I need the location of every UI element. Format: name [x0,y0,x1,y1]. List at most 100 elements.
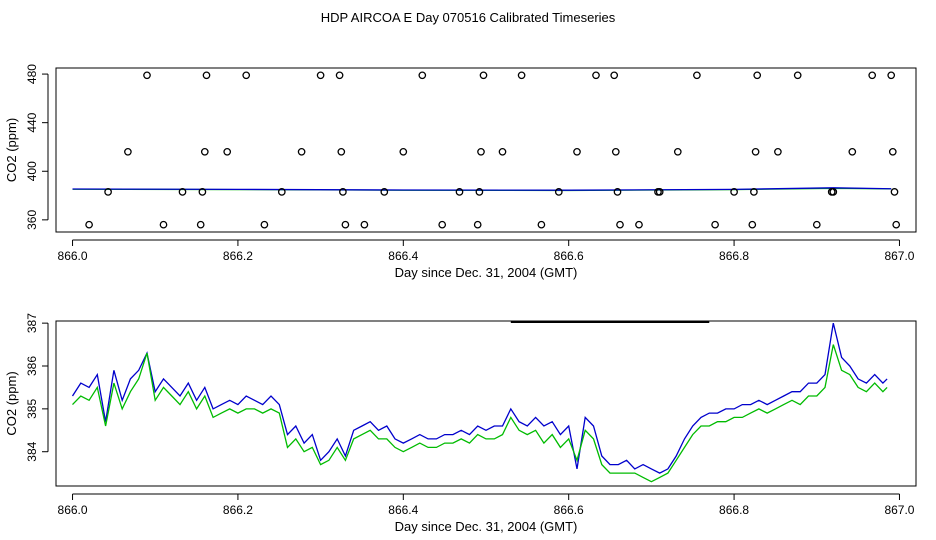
x-tick-label: 867.0 [884,249,914,263]
data-point [517,71,526,80]
data-point [730,188,738,196]
data-point [242,71,251,80]
figure-title: HDP AIRCOA E Day 070516 Calibrated Times… [321,10,616,25]
data-point [380,188,389,196]
x-tick-label: 866.6 [554,249,584,263]
data-point [655,188,664,196]
x-tick-label: 866.0 [58,249,88,263]
x-tick-label: 867.0 [884,503,914,517]
data-point [418,71,427,80]
data-point [475,188,484,196]
series-lines [71,321,888,483]
data-point [748,220,757,229]
data-point [554,188,563,196]
y-tick-label: 480 [25,64,39,84]
y-axis: 360 400 440 480 [25,64,49,230]
data-point [335,71,344,80]
y-axis-label: CO2 (ppm) [4,371,19,435]
data-point [673,147,682,156]
x-tick-label: 866.4 [388,249,418,263]
data-point [537,220,546,229]
data-point [178,188,187,196]
data-point [200,147,209,156]
data-point [829,188,838,196]
data-point [198,188,207,196]
y-axis: 384 385 386 387 [25,313,49,462]
series-line-1 [71,322,888,474]
data-point [890,188,899,196]
data-point [888,147,897,156]
data-point [610,71,619,80]
panel-bottom: 866.0 866.2 866.4 866.6 866.8 867.0 384 385 386… [4,313,917,534]
y-tick-label: 440 [25,112,39,132]
data-point [360,220,369,229]
x-tick-label: 866.4 [388,503,418,517]
data-point [104,188,112,196]
data-point [124,147,132,156]
x-tick-label: 866.0 [58,503,88,517]
data-point [616,220,624,229]
scatter-points [85,71,901,229]
plot-frame [55,67,917,233]
data-point [159,220,168,229]
series-line-2 [72,344,888,483]
plot-frame [55,320,917,487]
data-point [635,220,643,229]
data-point [592,71,600,80]
data-point [477,147,485,156]
y-tick-label: 360 [25,210,39,230]
y-tick-label: 386 [25,356,39,376]
series-line-2 [72,187,892,191]
data-point [297,147,306,156]
data-point [498,147,507,156]
x-axis-label: Day since Dec. 31, 2004 (GMT) [395,265,578,280]
data-point [337,147,346,156]
data-point [848,147,857,156]
data-point [260,220,269,229]
data-point [868,71,877,80]
x-tick-label: 866.2 [223,503,253,517]
data-point [316,71,325,80]
x-axis-label: Day since Dec. 31, 2004 (GMT) [395,519,578,534]
x-tick-label: 866.6 [554,503,584,517]
y-tick-label: 384 [25,441,39,461]
y-tick-label: 400 [25,161,39,181]
data-point [693,71,701,80]
data-point [892,220,901,229]
data-point [196,220,205,229]
data-point [887,71,896,80]
data-point [455,188,464,196]
y-tick-label: 385 [25,399,39,419]
data-point [573,147,581,156]
y-tick-label: 387 [25,313,39,333]
x-tick-label: 866.2 [223,249,253,263]
data-point [143,71,151,80]
data-point [751,147,760,156]
x-tick-label: 866.8 [719,249,749,263]
data-point [611,147,620,156]
data-point [793,71,802,80]
panel-top: 866.0 866.2 866.4 866.6 866.8 867.0 360 400 440… [4,64,917,280]
data-point [613,188,622,196]
data-point [711,220,719,229]
data-point [774,147,782,156]
data-point [479,71,488,80]
y-axis-label: CO2 (ppm) [4,118,19,182]
x-axis: 866.0 866.2 866.4 866.6 866.8 867.0 [58,493,915,517]
data-point [812,220,821,229]
data-point [277,188,286,196]
data-point [341,220,350,229]
data-point [473,220,482,229]
data-point [202,71,211,80]
x-tick-label: 866.8 [719,503,749,517]
x-axis: 866.0 866.2 866.4 866.6 866.8 867.0 [58,239,915,263]
data-point [750,188,758,196]
data-point [399,147,408,156]
data-point [85,220,93,229]
data-point [223,147,232,156]
data-point [438,220,447,229]
data-point [339,188,347,196]
data-point [753,71,762,80]
